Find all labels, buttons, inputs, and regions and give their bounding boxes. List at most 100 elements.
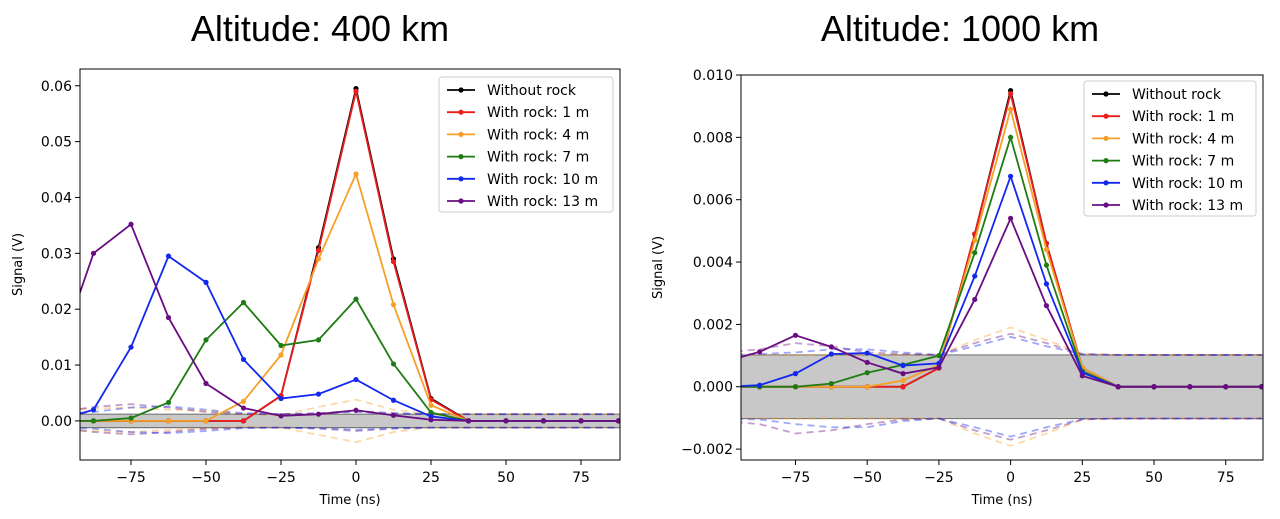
data-point	[1043, 303, 1050, 309]
x-tick-label: −25	[924, 470, 954, 486]
data-point	[972, 296, 978, 303]
data-point	[315, 337, 322, 343]
data-point	[90, 418, 97, 424]
data-point	[353, 407, 359, 413]
legend-marker	[458, 109, 464, 115]
y-tick-label: 0.004	[693, 255, 733, 271]
y-tick-label: 0.04	[41, 190, 72, 206]
data-point	[128, 415, 134, 421]
legend-label: With rock: 4 m	[1132, 131, 1234, 147]
data-point	[353, 88, 359, 94]
data-point	[1079, 373, 1085, 379]
data-point	[165, 314, 172, 321]
data-point	[165, 399, 172, 406]
data-point	[578, 418, 584, 424]
x-tick-label: 50	[497, 470, 515, 486]
data-point	[390, 397, 397, 403]
legend-label: With rock: 4 m	[487, 127, 589, 143]
x-tick-label: 25	[1073, 470, 1091, 486]
data-point	[1008, 91, 1014, 97]
legend-marker	[1103, 91, 1109, 97]
dashed-bound-lower	[741, 417, 1262, 447]
legend-label: With rock: 1 m	[487, 105, 589, 121]
y-tick-label: 0.00	[41, 414, 72, 430]
data-point	[240, 405, 247, 411]
data-point	[353, 296, 359, 302]
dashed-bound-upper	[741, 326, 1262, 356]
data-point	[240, 356, 247, 363]
data-point	[1223, 384, 1229, 390]
data-point	[936, 352, 942, 359]
legend-marker	[1103, 135, 1109, 141]
x-tick-label: 25	[422, 470, 440, 486]
chart-title: Altitude: 400 km	[190, 8, 450, 49]
y-axis-label: Signal (V)	[651, 236, 666, 299]
plot-area	[80, 85, 620, 444]
dashed-bound-lower	[741, 417, 1262, 441]
x-tick-label: −25	[266, 470, 296, 486]
data-point	[792, 371, 799, 377]
axes-frame	[740, 74, 1264, 461]
data-point	[864, 370, 870, 376]
data-point	[428, 409, 434, 416]
legend-marker	[1103, 202, 1109, 208]
data-point	[278, 413, 284, 419]
series-line-4	[80, 254, 619, 422]
y-tick-label: 0.06	[41, 79, 72, 95]
y-tick-label: 0.000	[693, 380, 733, 396]
chart-plot-1000km: −75 −50 −25 0 25 50 75 −0.002 0.000 0.002 0.004 0.0…	[651, 68, 1264, 508]
legend-label: With rock: 13 m	[487, 194, 598, 210]
dashed-bound-lower	[80, 426, 619, 436]
y-tick-label: 0.006	[693, 193, 733, 209]
legend-marker	[458, 87, 464, 93]
y-tick-label: 0.05	[41, 135, 72, 151]
chart-panel-1000km: Altitude: 1000 km −75 −50 −25 0 25 50 75 −0.002…	[640, 0, 1280, 519]
data-point	[315, 391, 322, 397]
legend-label: Without rock	[487, 83, 577, 99]
data-point	[428, 417, 434, 423]
x-axis-label: Time (ns)	[970, 493, 1032, 508]
data-point	[1008, 173, 1014, 179]
legend-label: With rock: 7 m	[487, 150, 589, 166]
data-point	[972, 273, 978, 279]
data-point	[900, 362, 906, 369]
data-point	[721, 359, 726, 364]
data-point	[900, 371, 906, 377]
data-point	[1043, 246, 1050, 253]
legend-marker	[458, 131, 464, 137]
data-point	[278, 342, 284, 349]
data-point	[203, 418, 209, 424]
x-tick-label: −50	[191, 470, 221, 486]
data-point	[165, 253, 172, 259]
data-point	[240, 418, 247, 424]
series-line-5	[80, 222, 619, 422]
data-point	[353, 376, 359, 383]
data-point	[503, 418, 509, 424]
legend-marker	[1103, 158, 1109, 164]
data-point	[757, 382, 763, 388]
legend-marker	[458, 198, 464, 204]
data-point	[1008, 106, 1014, 112]
x-tick-label: 75	[1217, 470, 1235, 486]
x-axis-label: Time (ns)	[318, 493, 380, 508]
legend-label: With rock: 1 m	[1132, 109, 1234, 125]
data-point	[240, 299, 247, 306]
data-point	[792, 384, 799, 390]
y-tick-label: 0.02	[41, 302, 72, 318]
data-point	[90, 407, 97, 413]
data-point	[864, 359, 870, 366]
plot-area	[721, 87, 1263, 447]
legend-marker	[458, 176, 464, 182]
data-point	[828, 351, 834, 357]
data-point	[828, 344, 834, 350]
data-point	[900, 384, 906, 390]
legend: Without rock With rock: 1 m With rock: 4 m…	[438, 76, 614, 213]
data-point	[1008, 134, 1014, 140]
legend: Without rock With rock: 1 m With rock: 4 m…	[1083, 80, 1257, 217]
data-point	[315, 256, 322, 262]
data-point	[90, 250, 97, 256]
y-tick-label: 0.002	[693, 317, 733, 333]
legend-box	[438, 76, 614, 213]
y-tick-label: 0.01	[41, 358, 72, 374]
data-point	[203, 380, 209, 387]
